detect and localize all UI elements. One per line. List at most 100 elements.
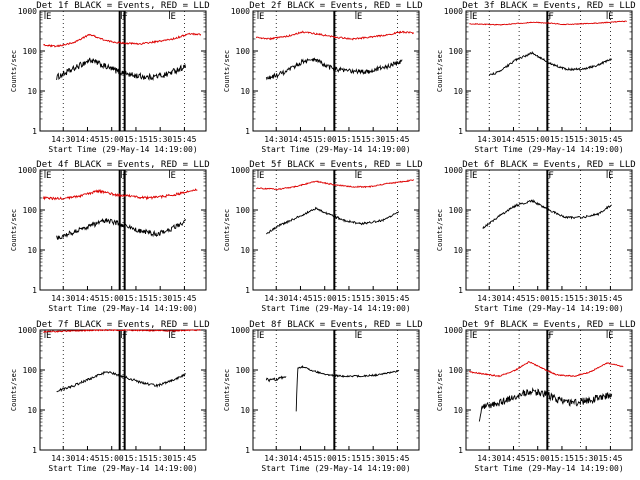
lld-series-line (469, 361, 624, 378)
y-tick-label: 100 (449, 47, 464, 56)
x-tick-label: 15:15 (550, 135, 574, 144)
marker-label: E (472, 171, 477, 181)
y-axis-title: Counts/sec (223, 50, 231, 92)
x-tick-label: 15:45 (598, 454, 622, 463)
events-series-line (56, 57, 187, 81)
plot-title: Det 1f BLACK = Events, RED = LLD (36, 1, 209, 11)
x-tick-label: 15:15 (124, 135, 148, 144)
x-tick-label: 14:30 (51, 135, 75, 144)
plot-title: Det 9f BLACK = Events, RED = LLD (462, 320, 635, 330)
x-tick-label: 15:45 (385, 454, 409, 463)
x-tick-label: 15:45 (598, 135, 622, 144)
marker-label: E (472, 12, 477, 22)
plot-title: Det 8f BLACK = Events, RED = LLD (249, 320, 422, 330)
y-tick-label: 10 (27, 246, 37, 255)
marker-label: F (548, 12, 553, 22)
y-tick-label: 1000 (444, 166, 463, 175)
detector-plot-9: Det 9f BLACK = Events, RED = LLD 1 10 100 10… (436, 320, 636, 473)
x-tick-label: 14:45 (288, 294, 312, 303)
x-tick-label: 15:15 (550, 454, 574, 463)
detector-plot-7: Det 7f BLACK = Events, RED = LLD 1 10 100 10… (10, 320, 210, 473)
x-axis-title: Start Time (29-May-14 14:19:00) (261, 464, 410, 473)
y-tick-label: 100 (23, 206, 38, 215)
y-axis-title: Counts/sec (436, 50, 444, 92)
lld-series-line (43, 328, 201, 333)
marker-label: F (122, 12, 127, 22)
y-axis-title: Counts/sec (436, 209, 444, 251)
x-tick-label: 14:45 (501, 454, 525, 463)
x-tick-label: 15:00 (100, 294, 124, 303)
y-tick-label: 1 (245, 286, 250, 295)
x-tick-label: 14:45 (288, 454, 312, 463)
y-tick-label: 1 (32, 286, 37, 295)
y-axis-title: Counts/sec (10, 50, 18, 92)
x-tick-label: 14:30 (51, 294, 75, 303)
marker-label: E (608, 12, 613, 22)
y-tick-label: 1000 (18, 7, 37, 16)
y-tick-label: 1000 (444, 7, 463, 16)
x-axis-title: Start Time (29-May-14 14:19:00) (261, 304, 410, 313)
y-tick-label: 1 (32, 127, 37, 136)
y-axis-title: Counts/sec (223, 209, 231, 251)
events-series-line (482, 198, 612, 230)
x-tick-label: 14:30 (477, 135, 501, 144)
detector-plot-6: Det 6f BLACK = Events, RED = LLD 1 10 100 10… (436, 160, 636, 313)
x-tick-label: 15:30 (148, 135, 172, 144)
x-tick-label: 15:15 (337, 135, 361, 144)
marker-label: E (357, 171, 362, 181)
marker-label: F (122, 331, 127, 341)
marker-label: E (357, 331, 362, 341)
y-tick-label: 1 (245, 446, 250, 455)
y-tick-label: 100 (236, 47, 251, 56)
plot-title: Det 6f BLACK = Events, RED = LLD (462, 160, 635, 170)
y-tick-label: 10 (240, 246, 250, 255)
events-series-line (488, 51, 612, 76)
y-tick-label: 100 (23, 47, 38, 56)
x-axis-title: Start Time (29-May-14 14:19:00) (474, 304, 623, 313)
x-tick-label: 14:45 (75, 135, 99, 144)
events-series-line (265, 206, 400, 235)
x-tick-label: 15:00 (526, 135, 550, 144)
lld-series-line (469, 20, 628, 26)
y-axis-title: Counts/sec (10, 369, 18, 411)
y-tick-label: 100 (23, 366, 38, 375)
events-series-line (265, 57, 403, 81)
y-tick-label: 1000 (231, 166, 250, 175)
y-tick-label: 1000 (444, 326, 463, 335)
x-tick-label: 15:15 (124, 454, 148, 463)
x-axis-title: Start Time (29-May-14 14:19:00) (48, 145, 197, 154)
x-axis-title: Start Time (29-May-14 14:19:00) (48, 304, 197, 313)
marker-label: E (472, 331, 477, 341)
x-tick-label: 15:45 (385, 294, 409, 303)
marker-label: F (548, 331, 553, 341)
x-tick-label: 15:00 (313, 294, 337, 303)
events-series-line (56, 371, 186, 393)
x-tick-label: 14:30 (51, 454, 75, 463)
detector-plot-3: Det 3f BLACK = Events, RED = LLD 1 10 100 10… (436, 1, 636, 154)
events-series-line (265, 375, 287, 383)
y-tick-label: 10 (240, 87, 250, 96)
x-tick-label: 15:00 (100, 135, 124, 144)
y-tick-label: 1 (458, 446, 463, 455)
events-series-line (478, 387, 613, 422)
y-tick-label: 10 (453, 406, 463, 415)
lld-series-line (42, 188, 198, 201)
marker-label: E (259, 12, 264, 22)
y-tick-label: 10 (453, 246, 463, 255)
marker-label: E (170, 12, 175, 22)
marker-label: E (357, 12, 362, 22)
x-tick-label: 14:45 (501, 294, 525, 303)
x-tick-label: 15:00 (526, 454, 550, 463)
x-tick-label: 15:30 (148, 294, 172, 303)
y-tick-label: 10 (27, 406, 37, 415)
detector-plot-8: Det 8f BLACK = Events, RED = LLD 1 10 100 10… (223, 320, 423, 473)
x-tick-label: 14:30 (264, 294, 288, 303)
marker-label: E (259, 331, 264, 341)
marker-label: E (259, 171, 264, 181)
y-axis-title: Counts/sec (10, 209, 18, 251)
x-tick-label: 15:00 (313, 454, 337, 463)
x-tick-label: 14:45 (501, 135, 525, 144)
marker-label: F (122, 171, 127, 181)
y-axis-title: Counts/sec (436, 369, 444, 411)
x-tick-label: 15:30 (361, 135, 385, 144)
